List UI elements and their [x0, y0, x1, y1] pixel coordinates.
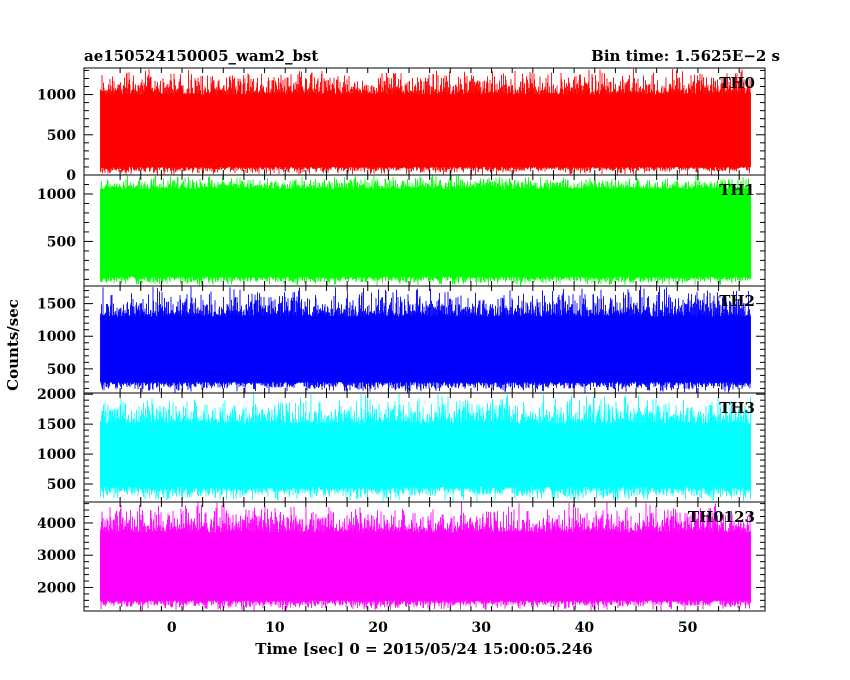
y-tick-label: 1000 [37, 329, 76, 345]
y-tick-label: 1500 [37, 417, 76, 433]
y-axis-label: Counts/sec [4, 299, 22, 391]
panel-th2: 500 1000 1500 TH2 [37, 285, 766, 394]
series-band-th0 [100, 94, 751, 167]
x-tick-label: 10 [265, 620, 285, 636]
panel-th3: 500 1000 1500 2000 TH3 [37, 387, 766, 503]
y-tick-label: 0 [66, 168, 76, 184]
y-tick-label: 500 [47, 128, 76, 144]
panel-label-th0123: TH0123 [688, 508, 755, 526]
x-tick-label: 30 [472, 620, 492, 636]
y-tick-label: 1000 [37, 447, 76, 463]
y-tick-label: 1500 [37, 297, 76, 313]
y-tick-label: 2000 [37, 581, 76, 597]
panel-label-th2: TH2 [719, 292, 755, 310]
y-tick-label: 500 [47, 477, 76, 493]
bin-time-label: Bin time: 1.5625E−2 s [591, 47, 780, 65]
panel-label-th1: TH1 [719, 181, 755, 199]
y-tick-label: 3000 [37, 548, 76, 564]
y-tick-label: 500 [47, 362, 76, 378]
y-tick-label: 500 [47, 234, 76, 250]
y-tick-label: 4000 [37, 516, 76, 532]
panel-th0: 0 500 1000 TH0 [37, 67, 766, 184]
panel-th1: 500 1000 TH1 [37, 174, 766, 287]
panel-frame [83, 501, 766, 612]
series-band-th3 [100, 424, 751, 487]
series-band-th2 [100, 316, 751, 382]
x-tick-label: 20 [368, 620, 388, 636]
y-tick-label: 2000 [37, 387, 76, 403]
chart-title: ae150524150005_wam2_bst [84, 47, 318, 65]
panel-th0123: 2000 3000 4000 TH0123 [37, 501, 766, 612]
series-band-th1 [100, 189, 751, 277]
y-tick-label: 1000 [37, 187, 76, 203]
x-axis-label: Time [sec] 0 = 2015/05/24 15:00:05.246 [255, 640, 592, 658]
x-tick-label: 50 [678, 620, 698, 636]
panel-label-th0: TH0 [719, 74, 755, 92]
panel-label-th3: TH3 [719, 399, 755, 417]
y-tick-label: 1000 [37, 88, 76, 104]
series-band-th0123 [100, 532, 751, 601]
x-tick-label: 0 [167, 620, 177, 636]
x-tick-label: 40 [575, 620, 595, 636]
